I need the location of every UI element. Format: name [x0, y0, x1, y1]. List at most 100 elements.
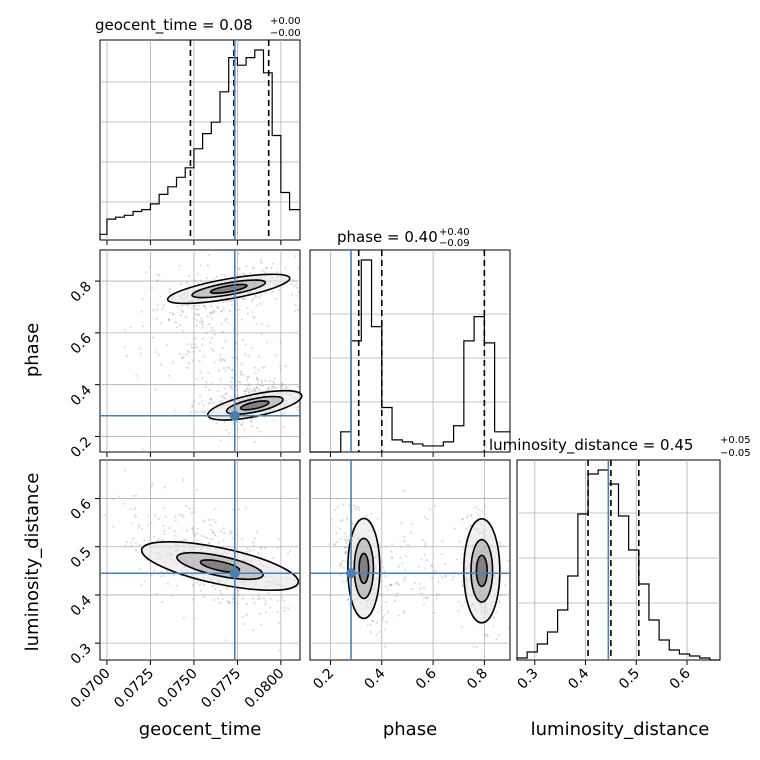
panel-dist-phase-point-307 — [461, 518, 464, 521]
title-geocent: geocent_time = 0.08 — [95, 16, 253, 35]
panel-phase-geocent-point-378 — [251, 390, 254, 393]
panel-dist-phase-point-103 — [339, 562, 342, 565]
panel-dist-geocent-point-23 — [288, 549, 292, 553]
panel-dist-geocent-point-45 — [124, 544, 127, 547]
panel-phase-geocent-point-589 — [247, 375, 250, 379]
panel-dist-geocent-point-117 — [164, 516, 167, 519]
panel-dist-phase-point-522 — [461, 580, 464, 583]
panel-dist-geocent-point-88 — [244, 507, 248, 510]
panel-dist-geocent-point-165 — [231, 597, 235, 600]
panel-dist-geocent-point-409 — [192, 531, 195, 534]
panel-phase-geocent-point-722 — [201, 377, 204, 380]
panel-phase-geocent-point-688 — [216, 305, 219, 309]
panel-phase-geocent-point-101 — [196, 308, 199, 311]
panel-dist-geocent-point-49 — [154, 514, 157, 517]
panel-phase-geocent-point-653 — [218, 369, 221, 372]
panel-phase-geocent-point-426 — [208, 398, 212, 401]
panel-phase-geocent-point-698 — [211, 382, 214, 386]
panel-dist-phase-point-540 — [444, 562, 447, 566]
panel-phase-geocent-point-664 — [212, 311, 216, 314]
panel-dist-geocent-point-38 — [219, 589, 222, 592]
panel-dist-geocent-point-252 — [150, 485, 153, 488]
panel-dist-phase-point-543 — [437, 580, 440, 584]
panel-dist-geocent-point-231 — [163, 486, 166, 489]
panel-dist-phase-point-576 — [422, 538, 425, 541]
panel-phase-geocent-point-567 — [223, 397, 226, 400]
panel-dist-geocent-x-ticklabel-1: 0.0725 — [111, 666, 157, 712]
panel-dist-phase-point-31 — [380, 609, 383, 612]
panel-dist-phase-point-633 — [461, 518, 465, 521]
panel-dist-phase-point-6 — [343, 560, 347, 563]
panel-dist-geocent-point-110 — [283, 606, 286, 609]
panel-phase-geocent-point-363 — [241, 421, 245, 424]
panel-phase-geocent-point-596 — [205, 331, 209, 335]
panel-phase-geocent-point-68 — [275, 270, 278, 274]
panel-phase-geocent-point-474 — [280, 383, 283, 387]
panel-dist-phase-point-105 — [336, 497, 339, 500]
panel-phase-geocent-point-655 — [244, 343, 247, 346]
panel-phase-geocent-point-666 — [190, 343, 193, 346]
panel-phase-geocent-point-730 — [223, 359, 226, 362]
panel-phase-geocent-point-210 — [158, 274, 161, 277]
panel-dist-geocent-point-188 — [230, 531, 233, 534]
panel-phase-geocent-point-675 — [158, 353, 161, 356]
panel-dist-geocent-point-187 — [150, 574, 153, 577]
panel-dist-phase-point-5 — [369, 631, 372, 634]
panel-phase-geocent-point-662 — [231, 376, 234, 379]
panel-phase-geocent-point-623 — [186, 366, 189, 369]
panel-dist-geocent-point-1 — [246, 547, 249, 550]
panel-dist-phase-point-438 — [485, 633, 488, 636]
panel-phase-geocent-point-219 — [190, 306, 194, 309]
panel-phase-geocent-point-723 — [236, 343, 239, 346]
panel-dist-geocent-point-78 — [232, 594, 235, 597]
panel-phase-geocent-point-603 — [246, 376, 249, 379]
panel-dist-geocent-y-ticklabel-3: 0.6 — [68, 496, 95, 523]
panel-dist-geocent-point-334 — [222, 527, 225, 530]
panel-phase-geocent-point-734 — [242, 374, 245, 377]
panel-dist-geocent-point-77 — [147, 523, 150, 526]
panel-dist-phase-point-619 — [424, 567, 427, 570]
panel-dist-phase-point-637 — [457, 609, 460, 612]
panel-dist-geocent-point-164 — [194, 533, 197, 536]
panel-dist-phase-point-579 — [390, 556, 393, 559]
panel-dist-geocent-point-270 — [162, 524, 165, 527]
panel-phase-geocent-point-32 — [271, 262, 275, 265]
panel-dist-phase-point-524 — [460, 626, 464, 629]
panel-dist-geocent-point-317 — [208, 538, 211, 541]
panel-dist-phase-point-14 — [340, 563, 343, 566]
panel-phase-geocent-point-3 — [258, 296, 261, 299]
panel-phase-geocent-point-63 — [230, 299, 234, 302]
panel-phase-geocent-point-566 — [198, 320, 202, 323]
panel-phase-geocent-point-579 — [182, 354, 185, 357]
panel-dist-geocent-point-312 — [281, 596, 284, 599]
panel-dist-phase-x-ticklabel-3: 0.8 — [464, 666, 491, 693]
panel-dist-histogram — [516, 469, 720, 661]
panel-dist-phase-point-214 — [351, 522, 355, 525]
panel-dist-phase-point-314 — [495, 637, 498, 641]
panel-dist-geocent-point-303 — [151, 483, 154, 486]
panel-dist-geocent-point-140 — [236, 589, 239, 592]
panel-dist-phase-point-111 — [347, 539, 350, 542]
panel-phase-geocent-point-465 — [216, 390, 219, 393]
panel-dist-geocent-point-332 — [213, 588, 216, 591]
panel-dist-geocent-point-80 — [173, 529, 176, 532]
panel-dist-phase-point-595 — [424, 544, 427, 547]
panel-phase-geocent-point-658 — [188, 362, 191, 365]
panel-phase-geocent-point-29 — [296, 286, 299, 289]
panel-phase-geocent-point-677 — [225, 317, 228, 321]
title-dist-main: luminosity_distance = 0.45 — [489, 436, 693, 455]
panel-phase-geocent-point-246 — [180, 282, 183, 285]
panel-phase-geocent-point-588 — [152, 309, 155, 312]
panel-dist-phase-point-607 — [402, 611, 405, 614]
panel-phase-geocent-point-267 — [280, 385, 283, 388]
panel-dist-phase-point-162 — [343, 552, 347, 555]
panel-dist-geocent-point-274 — [220, 592, 223, 595]
panel-dist-geocent-point-90 — [112, 525, 115, 528]
panel-phase-geocent-point-661 — [159, 322, 163, 325]
panel-dist-geocent-point-102 — [220, 530, 223, 533]
panel-dist-phase-point-12 — [397, 614, 400, 617]
panel-dist-geocent-point-374 — [152, 535, 156, 539]
panel-phase-geocent-point-64 — [181, 310, 184, 313]
panel-phase-geocent-point-350 — [191, 405, 194, 408]
panel-dist-geocent-point-33 — [264, 546, 267, 549]
